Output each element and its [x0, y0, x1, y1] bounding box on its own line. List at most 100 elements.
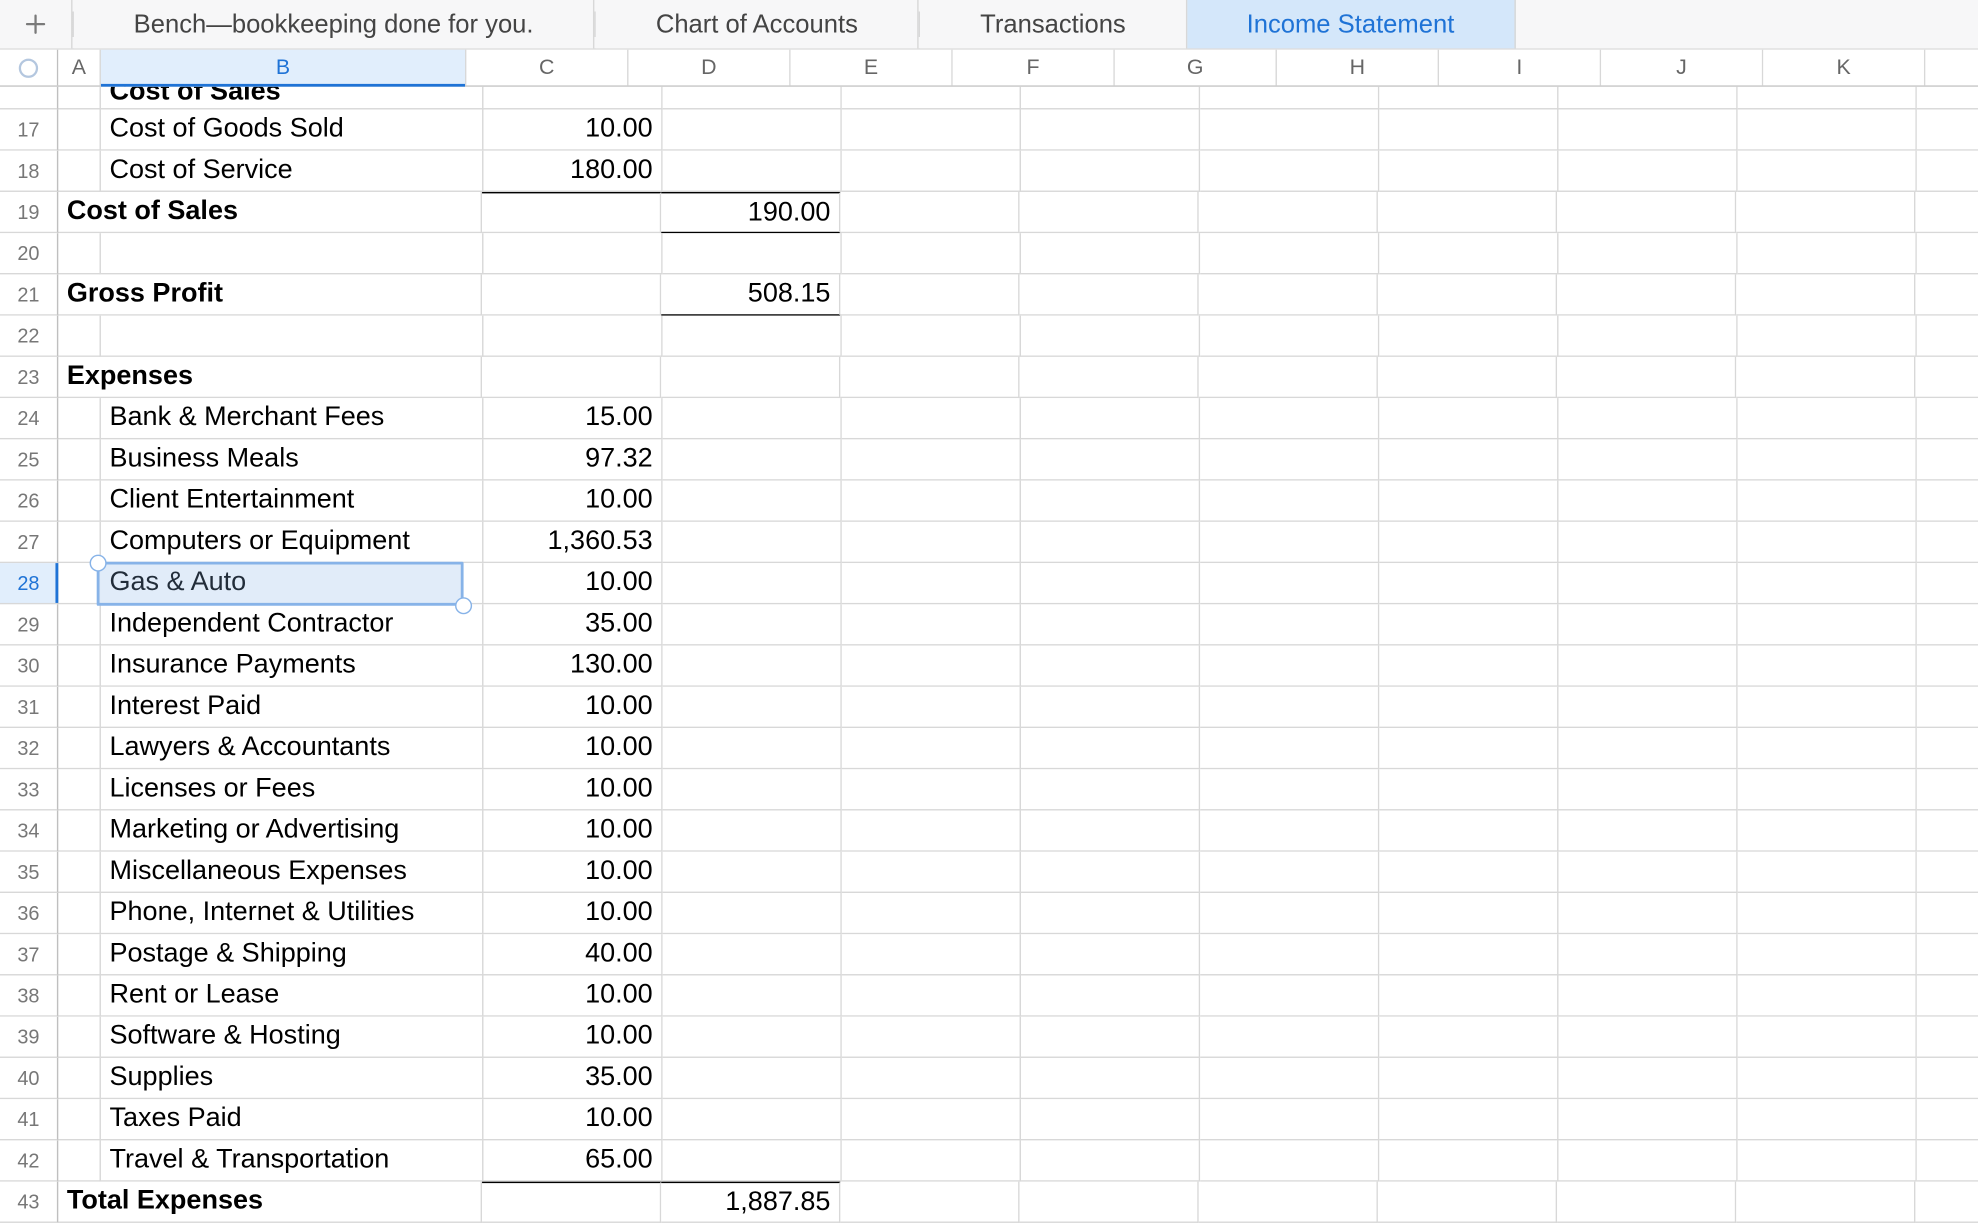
- row-header[interactable]: 25: [0, 439, 58, 480]
- cell[interactable]: [482, 274, 661, 315]
- cell[interactable]: [1559, 934, 1738, 975]
- cell[interactable]: Supplies: [101, 1058, 484, 1099]
- row-header[interactable]: 27: [0, 522, 58, 563]
- cell[interactable]: [1199, 192, 1378, 233]
- cell[interactable]: [1736, 274, 1915, 315]
- cell[interactable]: [58, 1140, 101, 1181]
- row-header[interactable]: 35: [0, 852, 58, 893]
- cell[interactable]: [1559, 481, 1738, 522]
- cell[interactable]: [1559, 1140, 1738, 1181]
- cell[interactable]: [663, 87, 842, 110]
- cell[interactable]: [1379, 769, 1558, 810]
- cell[interactable]: [1379, 811, 1558, 852]
- cell[interactable]: [58, 87, 101, 110]
- row-header[interactable]: 29: [0, 604, 58, 645]
- cell[interactable]: [58, 728, 101, 769]
- row-header[interactable]: 21: [0, 274, 58, 315]
- cell[interactable]: [842, 398, 1021, 439]
- cell[interactable]: [1738, 151, 1917, 192]
- cell[interactable]: [482, 357, 661, 398]
- cell[interactable]: [842, 109, 1021, 150]
- cell[interactable]: Independent Contractor: [101, 604, 484, 645]
- cell[interactable]: [1738, 604, 1917, 645]
- cell[interactable]: [1559, 316, 1738, 357]
- cell[interactable]: [1020, 1182, 1199, 1223]
- cell[interactable]: [1559, 87, 1738, 110]
- column-header[interactable]: E: [791, 50, 953, 86]
- cell[interactable]: [1917, 687, 1978, 728]
- cell[interactable]: 130.00: [483, 646, 662, 687]
- cell[interactable]: [1200, 398, 1379, 439]
- select-all-corner[interactable]: [0, 50, 58, 86]
- cell[interactable]: [1200, 109, 1379, 150]
- cell[interactable]: [1200, 481, 1379, 522]
- cell[interactable]: [1021, 1058, 1200, 1099]
- cell[interactable]: [1379, 439, 1558, 480]
- cell[interactable]: 35.00: [483, 604, 662, 645]
- cell[interactable]: [58, 646, 101, 687]
- cell[interactable]: [1738, 522, 1917, 563]
- cell[interactable]: [1559, 728, 1738, 769]
- cell[interactable]: [842, 646, 1021, 687]
- cell[interactable]: [842, 728, 1021, 769]
- cell[interactable]: [1557, 274, 1736, 315]
- cell[interactable]: [1021, 109, 1200, 150]
- column-header[interactable]: F: [953, 50, 1115, 86]
- cell[interactable]: 65.00: [483, 1140, 662, 1181]
- row-header[interactable]: 28: [0, 563, 58, 604]
- cell[interactable]: [1917, 233, 1978, 274]
- cell[interactable]: [58, 481, 101, 522]
- column-header[interactable]: K: [1763, 50, 1925, 86]
- cell[interactable]: 40.00: [483, 934, 662, 975]
- cell[interactable]: [663, 1058, 842, 1099]
- cell[interactable]: 10.00: [483, 728, 662, 769]
- cell[interactable]: Miscellaneous Expenses: [101, 852, 484, 893]
- cell[interactable]: [840, 192, 1019, 233]
- cell[interactable]: [1738, 769, 1917, 810]
- column-header[interactable]: J: [1601, 50, 1763, 86]
- cell[interactable]: [1379, 1099, 1558, 1140]
- cell[interactable]: 10.00: [483, 563, 662, 604]
- cell[interactable]: [1917, 1140, 1978, 1181]
- row-header[interactable]: 24: [0, 398, 58, 439]
- cell[interactable]: [1021, 687, 1200, 728]
- row-header[interactable]: 19: [0, 192, 58, 233]
- cell[interactable]: [1021, 1099, 1200, 1140]
- cell[interactable]: [1915, 192, 1978, 233]
- cell[interactable]: [1559, 1017, 1738, 1058]
- cell[interactable]: [1559, 687, 1738, 728]
- cell[interactable]: [1557, 1182, 1736, 1223]
- row-header[interactable]: 43: [0, 1182, 58, 1223]
- cell[interactable]: [663, 893, 842, 934]
- cell[interactable]: [1559, 893, 1738, 934]
- cell[interactable]: [1559, 398, 1738, 439]
- cell[interactable]: [1379, 728, 1558, 769]
- cell[interactable]: [58, 151, 101, 192]
- cell[interactable]: [842, 481, 1021, 522]
- cell[interactable]: [1917, 852, 1978, 893]
- cell[interactable]: 35.00: [483, 1058, 662, 1099]
- column-header[interactable]: G: [1115, 50, 1277, 86]
- cell[interactable]: [1917, 893, 1978, 934]
- cell[interactable]: [842, 811, 1021, 852]
- cell[interactable]: [842, 439, 1021, 480]
- cell[interactable]: 10.00: [483, 1017, 662, 1058]
- cell[interactable]: [1917, 604, 1978, 645]
- cell[interactable]: 1,887.85: [661, 1182, 840, 1223]
- cell[interactable]: [1379, 522, 1558, 563]
- cell[interactable]: [58, 811, 101, 852]
- cell[interactable]: Postage & Shipping: [101, 934, 484, 975]
- column-header[interactable]: [1925, 50, 1978, 86]
- cell[interactable]: [483, 316, 662, 357]
- cell[interactable]: [58, 316, 101, 357]
- cell[interactable]: [482, 192, 661, 233]
- cell[interactable]: Taxes Paid: [101, 1099, 484, 1140]
- cell[interactable]: [58, 233, 101, 274]
- cell[interactable]: Marketing or Advertising: [101, 811, 484, 852]
- cell[interactable]: [58, 1058, 101, 1099]
- cell[interactable]: [1379, 481, 1558, 522]
- cell[interactable]: Phone, Internet & Utilities: [101, 893, 484, 934]
- cell[interactable]: 10.00: [483, 769, 662, 810]
- column-header[interactable]: C: [466, 50, 628, 86]
- cell[interactable]: Interest Paid: [101, 687, 484, 728]
